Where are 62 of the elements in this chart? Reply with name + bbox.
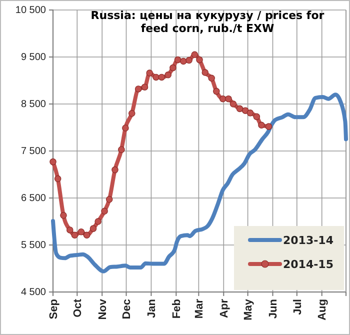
point [71, 232, 78, 239]
y-tick-label: 7 500 [20, 146, 46, 158]
point [50, 158, 56, 166]
y-tick-label: 5 500 [20, 240, 46, 252]
x-tick-label: Jan [146, 298, 158, 318]
text: Russia: цены на кукурузу / prices for feed corn, rub./t EXW [90, 9, 325, 36]
point [83, 232, 90, 239]
point [112, 166, 118, 174]
point [152, 74, 160, 81]
point [134, 86, 142, 92]
x-tick-label: Jul [292, 299, 304, 315]
x-tick-label: Feb [171, 298, 184, 319]
point [213, 88, 220, 95]
point [230, 100, 237, 108]
x-tick-label: Nov [96, 298, 109, 320]
point [208, 74, 215, 82]
point [94, 218, 102, 225]
point [60, 212, 67, 219]
point [258, 122, 265, 129]
x-tick-label: Apr [218, 298, 230, 318]
y-tick-label: 9 500 [20, 52, 46, 64]
line-series [51, 92, 348, 274]
x-tick-label: Oct [72, 298, 84, 318]
x-tick-label: Jun [268, 298, 280, 319]
x-tick-label: Aug [316, 299, 329, 320]
y-tick-label: 10 500 [15, 5, 46, 16]
point [174, 56, 182, 64]
point [78, 228, 85, 236]
point [242, 107, 249, 114]
point [236, 105, 244, 112]
point [202, 69, 209, 76]
point [225, 95, 232, 102]
point [191, 51, 198, 58]
point [158, 74, 166, 81]
point [170, 64, 176, 72]
point [106, 196, 113, 203]
point [118, 146, 125, 153]
point [253, 113, 260, 120]
point [265, 123, 272, 130]
point [122, 124, 129, 132]
point [246, 110, 254, 116]
point [180, 58, 187, 65]
point [186, 56, 192, 64]
y-tick-label: 4 500 [20, 287, 46, 298]
point [164, 71, 172, 78]
legend-label: 2014-15 [283, 258, 334, 271]
legend-label: 2013-14 [283, 234, 334, 247]
x-tick-label: May [242, 298, 255, 320]
point [54, 175, 62, 182]
y-tick-label: 6 500 [20, 193, 46, 204]
point [101, 208, 108, 215]
point [219, 95, 226, 102]
x-tick-label: Sep [48, 298, 60, 320]
x-tick-label: Dec [121, 299, 134, 320]
point [146, 70, 153, 76]
point [90, 225, 97, 232]
point [66, 226, 74, 234]
point [141, 84, 148, 90]
point [196, 56, 203, 64]
y-tick-label: 8 500 [20, 99, 46, 110]
x-tick-label: Mar [194, 298, 206, 319]
point [128, 110, 136, 117]
